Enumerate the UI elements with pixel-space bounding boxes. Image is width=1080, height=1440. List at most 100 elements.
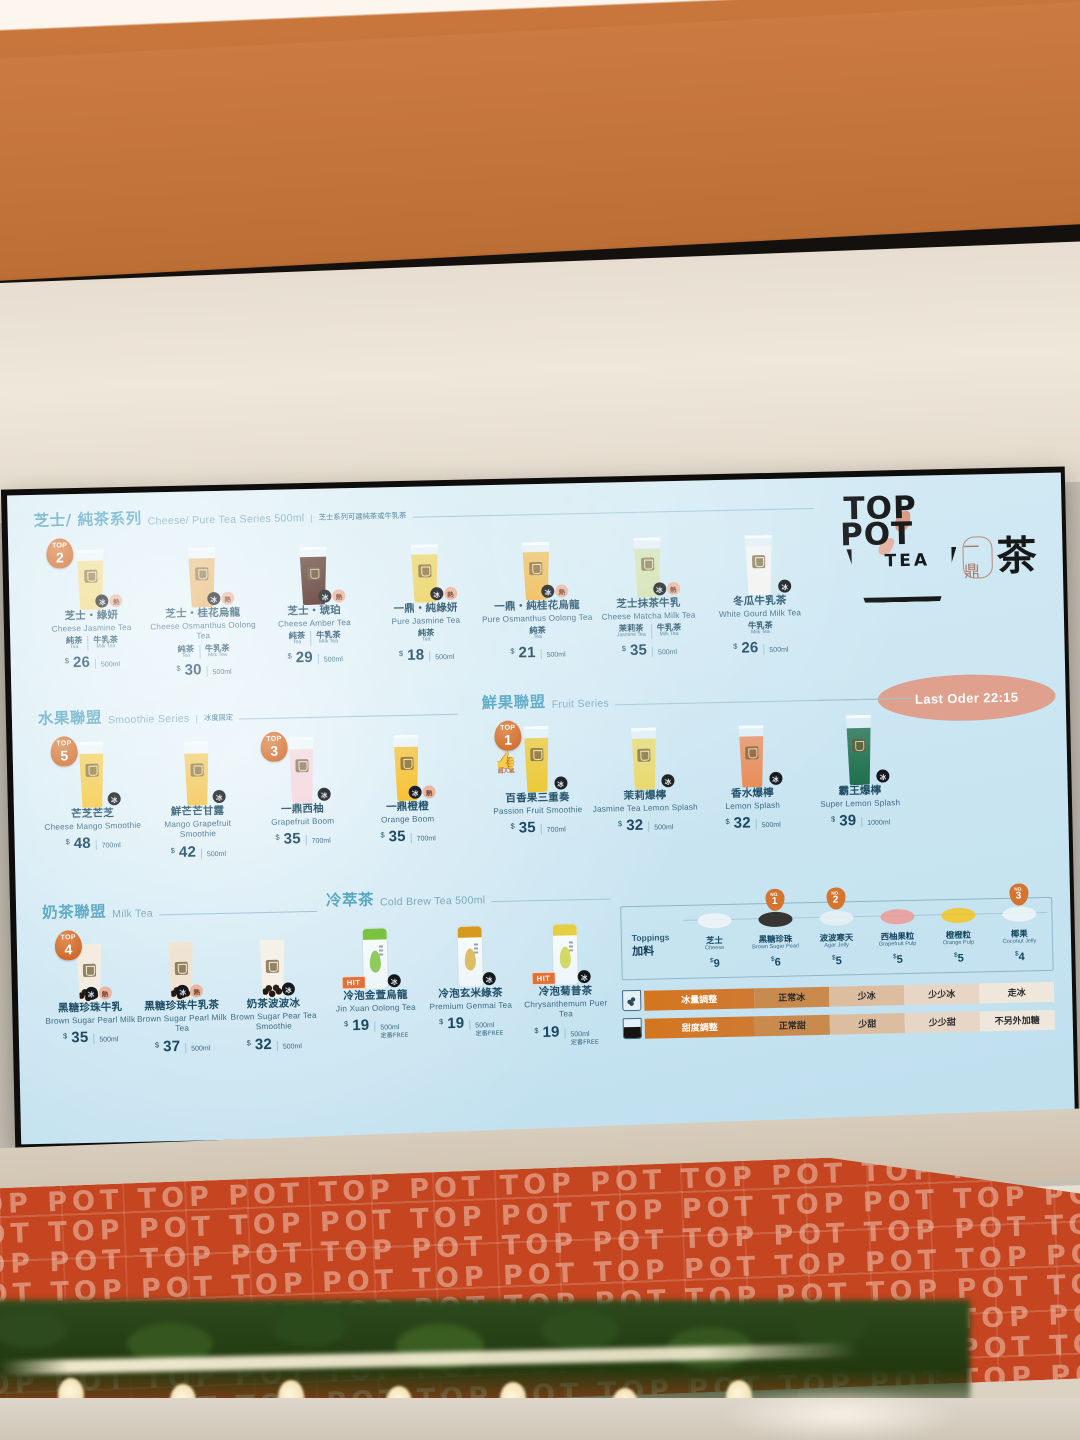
- section-title-cn: 冷萃茶: [325, 890, 375, 910]
- product-card[interactable]: 冰熱芝士抹茶牛乳 Cheese Matcha Milk Tea 茉莉茶 Jasmine…: [591, 518, 706, 670]
- product-card[interactable]: TOP 3 冰一鼎西柚 Grapefruit Boom $35 | 700ml: [248, 724, 356, 859]
- topping-item[interactable]: NO. 2 波波寒天 Agar Jelly $5: [805, 887, 867, 973]
- level-option[interactable]: 少少甜: [904, 1010, 980, 1033]
- variant-option[interactable]: 純茶 Tea: [65, 635, 83, 651]
- product-card[interactable]: 冰茉莉爆檸 Jasmine Tea Lemon Splash $32 | 500ml: [589, 711, 699, 836]
- top-rank-badge: TOP 2: [46, 538, 74, 569]
- volume-label: 500ml: [323, 656, 343, 664]
- level-option[interactable]: 少少冰: [903, 982, 980, 1005]
- top-rank-badge: TOP 1: [494, 720, 522, 751]
- product-card[interactable]: TOP 1 👍 超人氣冰百香果三重奏 Passion Fruit Smoothie $35…: [482, 713, 592, 838]
- variant-option[interactable]: 牛乳茶 Milk Tea: [310, 630, 346, 647]
- price-separator: |: [316, 652, 320, 665]
- product-card[interactable]: TOP 5 冰芒芝芒芝 Cheese Mango Smoothie $48 | 700ml: [38, 729, 146, 864]
- temperature-options: 冰熱: [176, 984, 204, 998]
- temperature-options: 冰熱: [95, 594, 123, 608]
- price-line: $18 | 500ml: [371, 645, 483, 664]
- product-card[interactable]: 冰霸王爆檸 Super Lemon Splash $39 | 1000ml: [804, 706, 914, 831]
- variant-option[interactable]: 牛乳茶 Milk Tea: [747, 620, 773, 636]
- currency-symbol: $: [176, 664, 181, 674]
- price-separator: |: [563, 1027, 567, 1040]
- cold-icon: 冰: [212, 789, 226, 804]
- product-card[interactable]: 冰熱芝士・桂花烏龍 Cheese Osmanthus Oolong Tea 純茶 Te…: [145, 528, 260, 680]
- variant-option[interactable]: 純茶 Tea: [177, 643, 195, 659]
- variant-option[interactable]: 茉莉茶 Jasmine Tea: [616, 623, 646, 639]
- level-option[interactable]: 走冰: [978, 981, 1055, 1003]
- volume-label: 500ml: [206, 850, 227, 858]
- variant-option[interactable]: 牛乳茶 Milk Tea: [87, 635, 124, 651]
- price-line: $35 | 700ml: [484, 818, 592, 837]
- topping-item[interactable]: 西柚果粒 Grapefruit Pulp $5: [866, 903, 928, 972]
- section-rule: [412, 507, 814, 518]
- price-line: $35 | 500ml: [45, 1028, 137, 1047]
- currency-symbol: $: [154, 1039, 160, 1050]
- product-card[interactable]: 冰奶茶波波冰 Brown Sugar Pear Tea Smoothie $32 | 5…: [226, 919, 321, 1054]
- hot-icon: 熱: [221, 591, 235, 605]
- product-card[interactable]: HIT 冰冷泡菊普茶 Chrysanthemum Puer Tea $19 | 500ml…: [516, 906, 614, 1047]
- topping-item[interactable]: NO. 3 椰果 Coconut Jelly $4: [988, 883, 1050, 969]
- price-separator: |: [650, 645, 655, 658]
- price-amount: 29: [295, 649, 314, 667]
- level-option[interactable]: 正常冰: [753, 986, 830, 1008]
- price-amount: 35: [629, 641, 648, 660]
- product-card[interactable]: 冰熱一鼎・純綠妍 Pure Jasmine Tea 純茶 Tea $18 | 500ml: [368, 523, 483, 675]
- product-variants: 純茶 Tea 牛乳茶 Milk Tea: [259, 630, 371, 647]
- product-card[interactable]: TOP 4 冰熱黑糖珍珠牛乳 Brown Sugar Pearl Milk $35 | 50…: [42, 923, 137, 1058]
- topping-price: $5: [953, 951, 964, 965]
- topping-item[interactable]: 橙橙粒 Orange Pulp $5: [927, 901, 989, 970]
- product-card[interactable]: TOP 2 冰熱芝士・綠妍 Cheese Jasmine Tea 純茶 Tea 牛乳茶 Mil…: [34, 531, 149, 683]
- level-option[interactable]: 少冰: [828, 984, 905, 1007]
- product-card[interactable]: 冰熱黑糖珍珠牛乳茶 Brown Sugar Pearl Milk Tea $37 | 5…: [134, 921, 229, 1056]
- product-card[interactable]: 冰冷泡玄米綠茶 Premium Genmai Tea $19 | 500ml 定番FREE: [421, 909, 519, 1050]
- product-row: TOP 4 冰熱黑糖珍珠牛乳 Brown Sugar Pearl Milk $35 | 50…: [42, 919, 320, 1058]
- level-option[interactable]: 少甜: [829, 1012, 905, 1035]
- product-image: 冰: [226, 919, 319, 999]
- product-image: HIT 冰: [516, 906, 613, 986]
- variant-option[interactable]: 純茶 Tea: [288, 630, 306, 646]
- product-name-en: Jin Xuan Oolong Tea: [335, 1002, 416, 1014]
- topping-name-en: Agar Jelly: [824, 942, 849, 949]
- product-card[interactable]: 冰鮮芒芒甘露 Mango Grapefruit Smoothie $42 | 500ml: [143, 726, 251, 861]
- level-option[interactable]: 正常甜: [754, 1014, 831, 1036]
- product-image: 冰: [421, 909, 518, 989]
- volume-label: 500ml: [100, 661, 121, 669]
- product-card[interactable]: HIT 冰冷泡金萱烏龍 Jin Xuan Oolong Tea $19 | 500ml 定番…: [326, 911, 424, 1052]
- price-line: $29 | 500ml: [259, 648, 371, 667]
- product-variants: 純茶 Tea 牛乳茶 Milk Tea: [148, 642, 260, 660]
- product-name-cn: 鮮芒芒甘露: [170, 804, 225, 819]
- variant-option[interactable]: 純茶 Tea: [417, 627, 435, 643]
- price-amount: 35: [388, 828, 406, 846]
- product-card[interactable]: 冰熱一鼎橙橙 Orange Boom $35 | 700ml: [353, 722, 461, 857]
- price-separator: |: [409, 832, 413, 845]
- topping-item[interactable]: NO. 1 黑糖珍珠 Brown Sugar Pearl $6: [744, 888, 806, 974]
- price-line: $32 | 500ml: [592, 816, 700, 835]
- product-card[interactable]: 冰冬瓜牛乳茶 White Gourd Milk Tea 牛乳茶 Milk Tea $26…: [702, 516, 817, 668]
- product-name-en: Cheese Matcha Milk Tea: [601, 610, 696, 622]
- currency-symbol: $: [380, 830, 385, 840]
- product-name-en: Jasmine Tea Lemon Splash: [592, 802, 698, 814]
- variant-option[interactable]: 牛乳茶 Milk Tea: [650, 622, 687, 639]
- product-card[interactable]: 冰熱芝士・琥珀 Cheese Amber Tea 純茶 Tea 牛乳茶 Milk Tea $…: [257, 526, 372, 678]
- product-variants: 純茶 Tea: [370, 628, 482, 645]
- beverage-cup-icon: [628, 727, 660, 790]
- cold-icon: 冰: [768, 771, 783, 785]
- product-card[interactable]: 冰熱一鼎・純桂花烏龍 Pure Osmanthus Oolong Tea 純茶 Tea…: [479, 521, 594, 673]
- product-card[interactable]: 冰香水爆檸 Lemon Splash $32 | 500ml: [697, 708, 807, 833]
- sugar-level-bar: 甜度調整 正常甜 少甜 少少甜 不另外加糖: [622, 1009, 1055, 1040]
- temperature-options: 冰: [212, 789, 226, 804]
- price-amount: 42: [178, 843, 197, 861]
- product-name-cn: 一鼎・純桂花烏龍: [494, 599, 580, 613]
- currency-symbol: $: [438, 1017, 444, 1027]
- price-separator: |: [539, 648, 543, 661]
- currency-symbol: $: [63, 1031, 68, 1041]
- currency-symbol: $: [343, 1019, 349, 1029]
- price-amount: 39: [839, 812, 857, 830]
- temperature-options: 冰熱: [429, 586, 458, 601]
- topping-icon: [879, 908, 915, 925]
- level-option[interactable]: 不另外加糖: [979, 1009, 1055, 1031]
- topping-item[interactable]: 芝士 Cheese $9: [683, 907, 745, 976]
- variant-option[interactable]: 牛乳茶 Milk Tea: [198, 642, 235, 659]
- level-gradient-bar: 冰量調整 正常冰 少冰 少少冰 走冰: [644, 981, 1055, 1011]
- product-name-en: Brown Sugar Pear Tea Smoothie: [230, 1011, 317, 1032]
- variant-option[interactable]: 純茶 Tea: [529, 625, 546, 641]
